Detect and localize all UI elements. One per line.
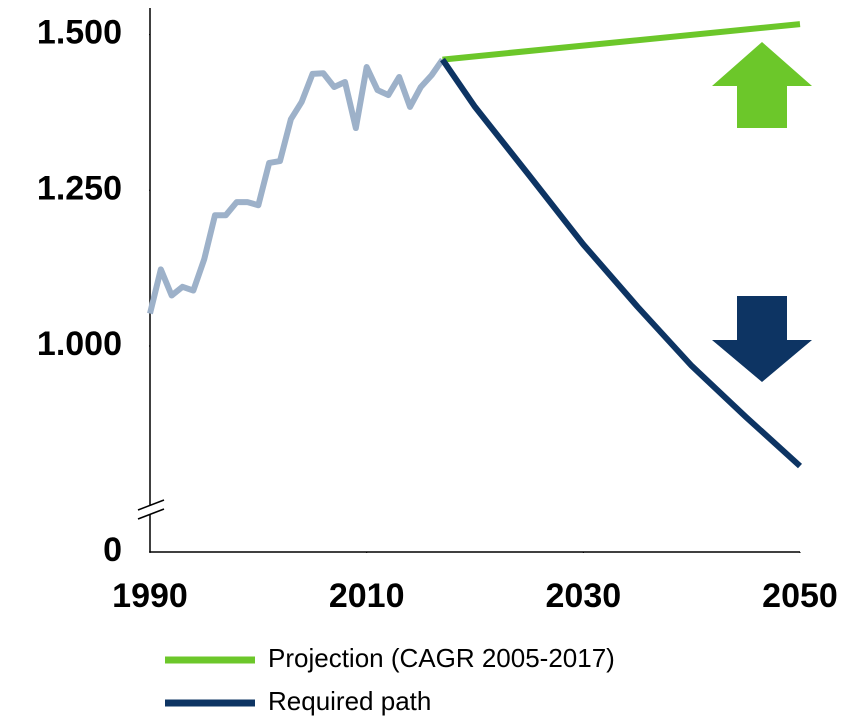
x-tick-label: 2050 [762, 577, 838, 615]
line [440, 57, 803, 469]
line [442, 21, 801, 63]
y-tick-label: 1.500 [37, 14, 122, 52]
axis-break [137, 508, 165, 520]
axis-break-gap [140, 505, 160, 514]
y-tick-label: 0 [103, 531, 122, 569]
up-arrow [712, 42, 812, 128]
legend-label: Projection (CAGR 2005-2017) [268, 643, 615, 673]
x-tick-label: 2010 [329, 577, 405, 615]
line [147, 57, 445, 315]
axis-break [137, 499, 165, 511]
x-tick-label: 1990 [112, 577, 188, 615]
y-tick-label: 1.000 [37, 325, 122, 363]
x-tick-label: 2030 [546, 577, 622, 615]
y-tick-label: 1.250 [37, 169, 122, 207]
down-arrow [712, 296, 812, 382]
legend-label: Required path [268, 686, 431, 716]
